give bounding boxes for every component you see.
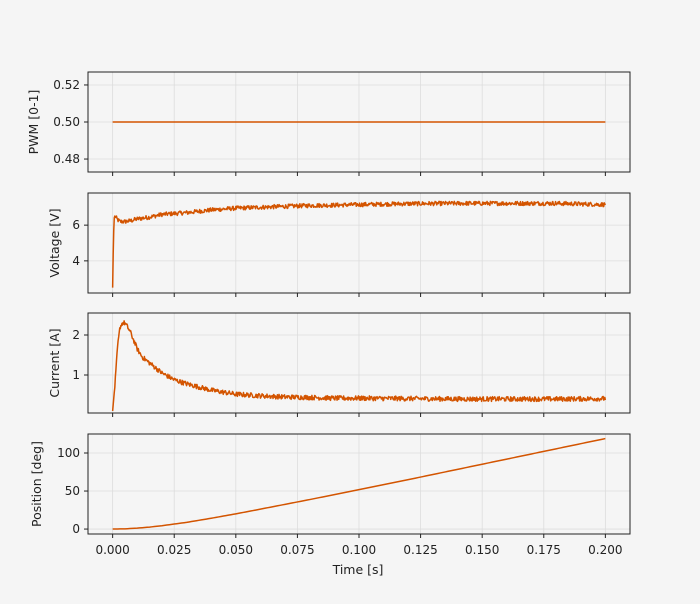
y-tick-label: 100 — [57, 446, 80, 460]
y-tick-label: 0.50 — [53, 115, 80, 129]
y-axis-label: Current [A] — [47, 328, 62, 397]
subplot-current: 1 2 Current [A] — [47, 312, 631, 417]
y-tick-label: 0 — [72, 522, 80, 536]
y-tick-label: 2 — [72, 328, 80, 342]
y-tick-label: 4 — [72, 254, 80, 268]
x-tick-label: 0.175 — [527, 543, 561, 557]
y-tick-label: 50 — [65, 484, 80, 498]
subplot-position: 0.000 0.025 0.050 0.075 0.100 0.125 0.150 0.175… — [29, 433, 631, 577]
x-tick-label: 0.000 — [95, 543, 129, 557]
y-axis-label: Voltage [V] — [47, 208, 62, 277]
subplot-pwm: 0.48 0.50 0.52 PWM [0-1] — [26, 71, 631, 176]
y-axis-label: PWM [0-1] — [26, 90, 41, 155]
x-tick-label: 0.025 — [157, 543, 191, 557]
y-tick-label: 1 — [72, 368, 80, 382]
x-axis-label: Time [s] — [332, 562, 384, 577]
y-tick-label: 0.52 — [53, 78, 80, 92]
series-line-current — [111, 320, 607, 412]
x-tick-label: 0.150 — [465, 543, 499, 557]
series-line-voltage — [111, 200, 607, 288]
series-line-position — [112, 437, 606, 530]
x-tick-label: 0.075 — [280, 543, 314, 557]
subplot-voltage: 4 6 Voltage [V] — [47, 192, 631, 297]
x-tick-label: 0.100 — [342, 543, 376, 557]
x-tick-label: 0.200 — [588, 543, 622, 557]
y-tick-label: 6 — [72, 218, 80, 232]
y-tick-label: 0.48 — [53, 152, 80, 166]
x-tick-label: 0.125 — [403, 543, 437, 557]
y-axis-label: Position [deg] — [29, 441, 44, 527]
x-tick-label: 0.050 — [219, 543, 253, 557]
